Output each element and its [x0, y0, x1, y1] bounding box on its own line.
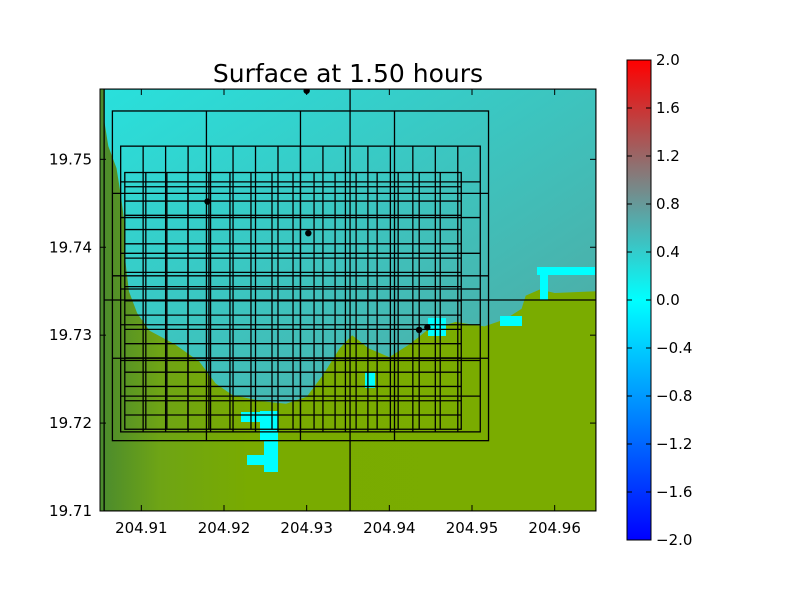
x-axis: 204.91 204.92 204.93 204.94 204.95 204.96 — [115, 89, 581, 537]
colorbar-tick-label: 0.0 — [656, 291, 680, 309]
x-tick-label: 204.93 — [280, 519, 333, 537]
shallow-inlet — [500, 316, 522, 326]
colorbar-tick-label: −0.4 — [656, 339, 692, 357]
colorbar-tick-label: 0.8 — [656, 195, 680, 213]
colorbar-tick-label: −0.8 — [656, 387, 692, 405]
x-tick-label: 204.95 — [446, 519, 499, 537]
colorbar-tick-label: −1.2 — [656, 435, 692, 453]
colorbar-tick-label: −1.6 — [656, 483, 692, 501]
y-tick-label: 19.75 — [49, 150, 92, 168]
x-tick-label: 204.94 — [363, 519, 416, 537]
shallow-inlet — [540, 274, 548, 300]
x-tick-label: 204.92 — [198, 519, 251, 537]
gauge-point — [305, 229, 312, 237]
colorbar-tick-label: 2.0 — [656, 51, 680, 69]
x-tick-label: 204.91 — [115, 519, 168, 537]
y-tick-label: 19.72 — [49, 414, 92, 432]
y-axis: 19.71 19.72 19.73 19.74 19.75 — [49, 150, 596, 520]
gauge-point — [424, 324, 431, 331]
shallow-inlet — [247, 455, 265, 465]
shallow-inlet — [537, 267, 595, 275]
plot-area — [100, 89, 596, 511]
shallow-inlet — [260, 411, 278, 441]
colorbar-tick-label: 0.4 — [656, 243, 680, 261]
chart-title: Surface at 1.50 hours — [213, 59, 483, 88]
shallow-inlet — [264, 440, 278, 472]
y-tick-label: 19.74 — [49, 238, 92, 256]
colorbar-tick-label: 1.6 — [656, 99, 680, 117]
gauge-point — [415, 326, 423, 334]
shallow-water — [241, 267, 595, 472]
colorbar-tick-label: 1.2 — [656, 147, 680, 165]
colorbar-axis: 2.0 1.6 1.2 0.8 0.4 0.0 −0.4 −0.8 −1.2 −1.6 −2.0 — [627, 51, 692, 549]
gauge-point — [204, 198, 211, 205]
y-tick-label: 19.73 — [49, 326, 92, 344]
x-tick-label: 204.96 — [528, 519, 581, 537]
plot-frame — [99, 88, 597, 512]
y-tick-label: 19.71 — [49, 502, 92, 520]
amr-grid-lines — [103, 89, 596, 511]
colorbar-tick-label: −2.0 — [656, 531, 692, 549]
shallow-inlet — [365, 372, 375, 388]
shallow-inlet — [428, 318, 446, 336]
